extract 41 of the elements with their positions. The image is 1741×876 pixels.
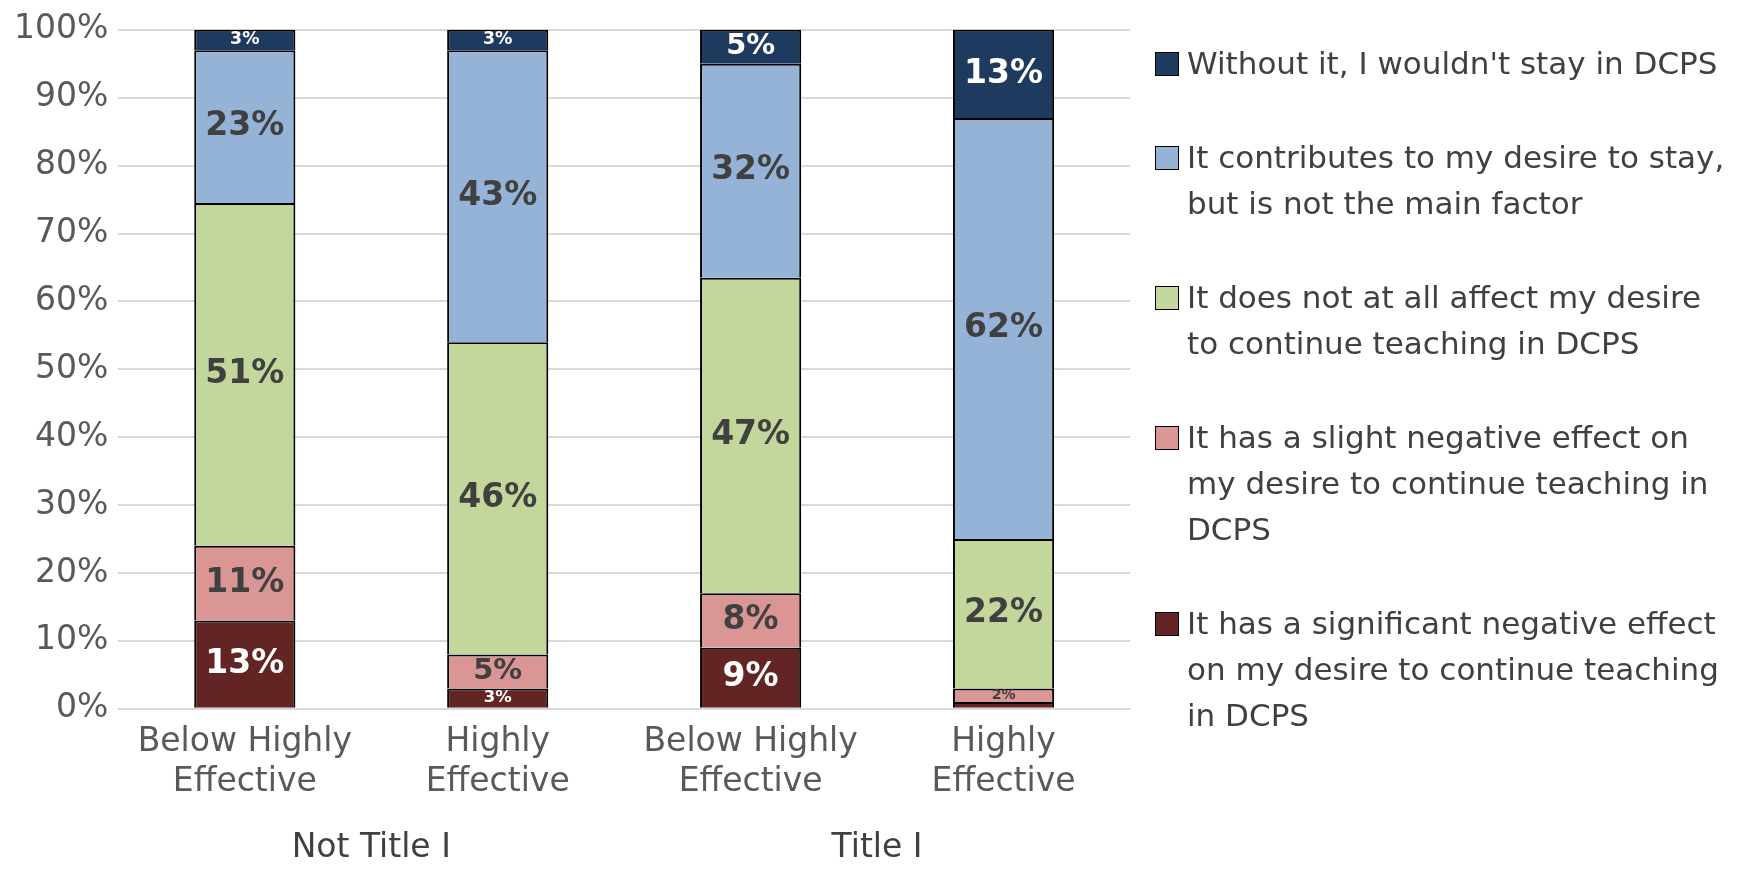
x-tick-label: Highly Effective <box>931 720 1076 799</box>
data-label: 8% <box>722 598 779 638</box>
y-tick-label: 10% <box>34 618 109 658</box>
data-label: 23% <box>205 104 285 144</box>
data-label: 11% <box>205 560 285 600</box>
y-tick-label: 50% <box>34 346 109 386</box>
legend-label: It has a significant negative effect on my desire to continue teaching in DCPS <box>1187 604 1720 735</box>
y-tick-label: 40% <box>34 414 109 454</box>
data-label: 47% <box>711 413 791 453</box>
y-tick-label: 70% <box>34 211 109 251</box>
data-label: 3% <box>230 28 260 49</box>
data-label: 13% <box>205 641 285 681</box>
y-tick-label: 60% <box>34 278 109 318</box>
data-label: 62% <box>964 306 1044 346</box>
data-label: 22% <box>964 591 1044 631</box>
data-label: 2% <box>991 685 1016 702</box>
y-tick-label: 100% <box>14 7 109 47</box>
legend-label: Without it, I wouldn't stay in DCPS <box>1187 44 1718 83</box>
data-label: 5% <box>473 651 523 686</box>
text: Title I <box>831 826 923 865</box>
x-tick-label: Highly Effective <box>425 720 570 799</box>
data-label: 3% <box>483 687 512 707</box>
legend-label: It contributes to my desire to stay, but is not the main factor <box>1187 138 1726 223</box>
y-tick-label: 30% <box>34 482 109 522</box>
x-tick-label: Below Highly Effective <box>643 720 858 799</box>
x-tick-label: Below Highly Effective <box>137 720 352 799</box>
legend-label: It does not at all affect my desire to continue teaching in DCPS <box>1187 278 1703 363</box>
data-label: 43% <box>458 173 538 213</box>
text: Not Title I <box>291 826 451 865</box>
y-tick-label: 20% <box>34 550 109 590</box>
y-tick-label: 90% <box>34 75 109 115</box>
data-label: 51% <box>205 351 285 391</box>
legend-label: It has a slight negative effect on my desire to continue teaching in DCPS <box>1187 418 1710 549</box>
y-tick-label: 0% <box>55 686 109 726</box>
data-label: 32% <box>711 148 791 188</box>
data-label: 9% <box>722 655 779 695</box>
data-label: 5% <box>726 27 776 62</box>
data-label: 13% <box>964 51 1044 91</box>
y-tick-label: 80% <box>34 143 109 183</box>
data-label: 46% <box>458 475 538 515</box>
data-label: 3% <box>483 28 513 49</box>
